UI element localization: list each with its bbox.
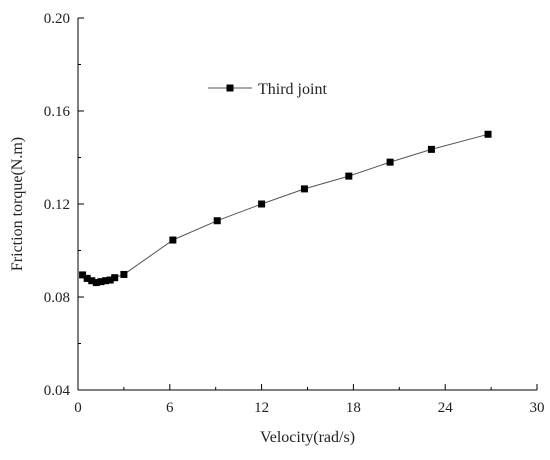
data-point [83,274,91,282]
axes [77,18,537,391]
y-tick-label: 0.12 [44,197,70,213]
data-point [300,185,308,193]
data-point [92,279,100,287]
y-tick-label: 0.08 [44,290,70,306]
x-axis-label: Velocity(rad/s) [260,429,355,446]
legend: Third joint [208,81,327,98]
data-point [79,271,87,279]
data-point [120,270,128,278]
x-tick-label: 24 [438,400,454,416]
data-point [213,217,221,225]
data-point [484,130,492,138]
x-tick-label: 0 [74,400,82,416]
data-point [386,158,394,166]
legend-marker [226,84,234,92]
series-layer [79,130,492,287]
y-axis-label: Friction torque(N.m) [9,137,26,271]
x-tick-label: 30 [530,400,545,416]
y-tick-label: 0.20 [44,11,70,27]
y-tick-label: 0.16 [44,104,71,120]
data-point [97,278,105,286]
x-tick-label: 18 [346,400,361,416]
x-tick-label: 12 [254,400,269,416]
data-point [427,145,435,153]
data-point [169,236,177,244]
legend-label: Third joint [258,81,327,98]
data-point [258,200,266,208]
data-point [102,277,110,285]
series-line [82,133,489,284]
data-point [111,274,119,282]
data-point [345,172,353,180]
tick-labels: 0 6 12 18 24 30 0.04 0.08 0.12 0.16 0.20 [44,11,545,416]
y-tick-label: 0.04 [44,383,71,399]
tick-marks [77,17,538,391]
data-point [88,277,96,285]
x-tick-label: 6 [166,400,174,416]
data-point [106,276,114,284]
